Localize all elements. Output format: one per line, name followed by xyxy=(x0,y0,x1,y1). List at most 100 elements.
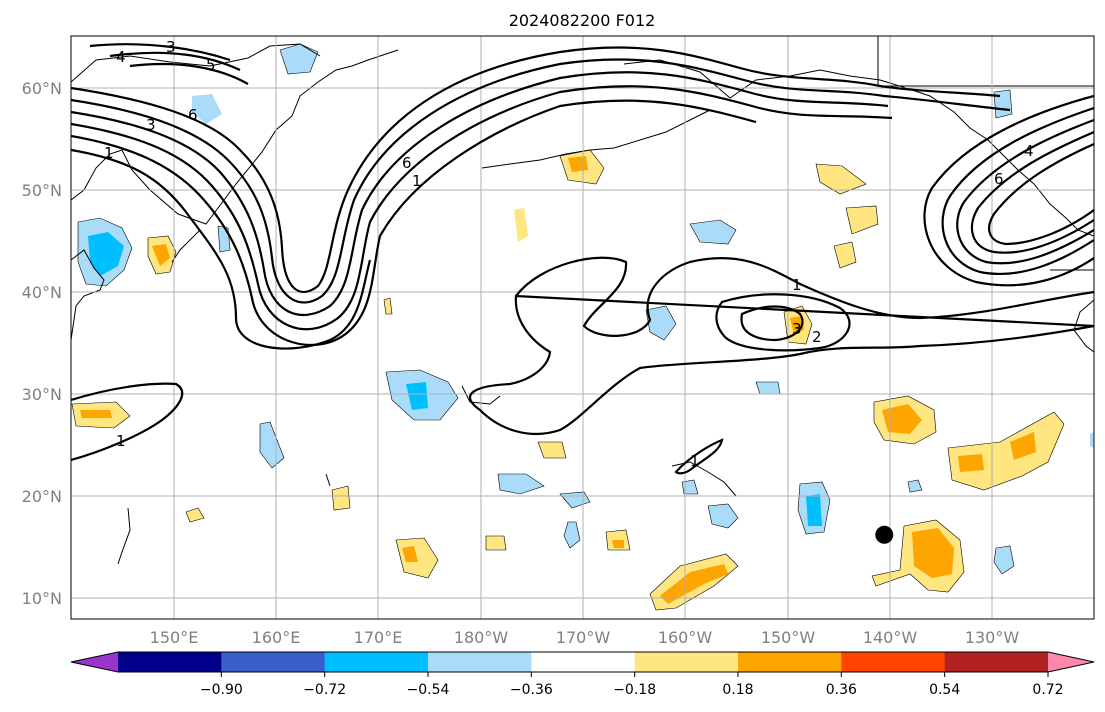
contour-label: 4 xyxy=(116,48,126,66)
anomaly-patch-negative xyxy=(192,94,222,124)
contour-line xyxy=(71,46,1001,293)
anomaly-patch-negative xyxy=(497,473,545,495)
anomaly-patch-negative xyxy=(279,43,319,75)
contour-label: 4 xyxy=(1024,142,1034,160)
lat-label: 60°N xyxy=(22,79,62,98)
contour-line xyxy=(715,293,851,352)
anomaly-patch-negative xyxy=(993,89,1013,119)
colorbar-tick-label: −0.18 xyxy=(613,682,656,698)
colorbar-tick-label: −0.54 xyxy=(407,682,450,698)
contour-line xyxy=(89,43,249,85)
anomaly-patch-negative xyxy=(406,382,428,410)
contour-line xyxy=(740,305,804,342)
storm-position-marker xyxy=(875,525,894,544)
anomaly-patch-negative xyxy=(806,494,822,526)
colorbar-segment xyxy=(634,652,739,672)
contour-line xyxy=(674,438,724,475)
colorbar-segment xyxy=(841,652,946,672)
anomaly-patch-negative xyxy=(755,381,781,395)
anomaly-patch-negative xyxy=(563,521,581,549)
map-title: 2024082200 F012 xyxy=(509,11,656,30)
colorbar-tick-label: −0.36 xyxy=(510,682,553,698)
colorbar-tick-label: 0.72 xyxy=(1032,682,1063,698)
graticule xyxy=(71,36,1094,619)
lat-label: 10°N xyxy=(22,589,62,608)
contour-label: 1 xyxy=(116,432,126,450)
contour-label: 1 xyxy=(690,452,700,470)
anomaly-patch-positive xyxy=(845,205,879,235)
anomaly-patch-positive xyxy=(485,535,507,551)
colorbar-segment xyxy=(118,652,222,672)
lat-label: 50°N xyxy=(22,181,62,200)
lon-label: 140°W xyxy=(863,628,918,647)
lat-label: 20°N xyxy=(22,487,62,506)
coastline xyxy=(623,59,1094,237)
anomaly-patch-positive xyxy=(383,297,393,315)
lat-label: 40°N xyxy=(22,283,62,302)
lon-label: 150°E xyxy=(150,628,199,647)
contour-line xyxy=(71,58,1011,304)
contour-line xyxy=(71,382,184,462)
contour-label: 6 xyxy=(994,170,1004,188)
anomaly-patch-positive xyxy=(80,410,112,418)
colorbar: −0.90 −0.72 −0.54 −0.36 −0.18 0.18 0.36 0.54 0.7… xyxy=(70,651,1095,698)
contour-label: 6 xyxy=(188,106,198,124)
anomaly-patch-positive xyxy=(514,208,528,242)
lon-label: 170°W xyxy=(556,628,611,647)
anomaly-patch-positive xyxy=(402,546,418,562)
colorbar-tick-label: −0.90 xyxy=(200,682,243,698)
anomaly-patch-negative xyxy=(1090,432,1094,448)
contour-label-layer: 4 3 5 6 3 1 6 1 1 3 2 1 1 4 6 xyxy=(104,38,1034,470)
colorbar-tick-label: 0.18 xyxy=(722,682,753,698)
colorbar-segment xyxy=(531,652,636,672)
colorbar-segment xyxy=(944,652,1049,672)
colorbar-segment xyxy=(324,652,429,672)
coastline xyxy=(117,229,331,565)
colorbar-tick-label: −0.72 xyxy=(303,682,346,698)
contour-line xyxy=(71,148,372,350)
contour-line xyxy=(71,85,893,331)
contour-line xyxy=(988,142,1094,246)
anomaly-patch-positive xyxy=(912,528,954,578)
anomaly-patch-negative xyxy=(259,421,285,469)
colorbar-outline xyxy=(70,651,1095,673)
colorbar-tick-label: 0.54 xyxy=(929,682,960,698)
anomaly-patch-positive xyxy=(331,485,351,511)
coastline xyxy=(71,249,105,341)
anomaly-patch-negative xyxy=(907,479,923,493)
anomaly-patch-positive xyxy=(815,163,867,195)
contour-label: 1 xyxy=(792,276,802,294)
lon-labels: 150°E 160°E 170°E 180°W 170°W 160°W 150°… xyxy=(150,628,1020,647)
anomaly-patch-positive xyxy=(1010,432,1036,460)
colorbar-segment xyxy=(221,652,326,672)
anomaly-patch-negative xyxy=(689,219,737,245)
anomaly-patch-negative xyxy=(681,479,699,495)
anomaly-patch-positive xyxy=(152,244,170,266)
contour-label: 6 xyxy=(402,154,412,172)
coastline xyxy=(71,43,321,83)
lon-label: 130°W xyxy=(965,628,1020,647)
anomaly-patch-negative xyxy=(993,545,1015,575)
contour-line xyxy=(941,106,1094,276)
lon-label: 160°W xyxy=(658,628,713,647)
contour-label: 3 xyxy=(166,38,176,56)
lon-label: 180°W xyxy=(454,628,509,647)
anomaly-patch-positive xyxy=(537,441,567,459)
contour-line xyxy=(923,94,1094,287)
contour-label: 3 xyxy=(146,116,156,134)
map-frame xyxy=(70,35,1095,620)
lat-label: 30°N xyxy=(22,385,62,404)
coastline xyxy=(71,49,399,225)
anomaly-patch-positive xyxy=(833,241,857,269)
coastline-layer xyxy=(71,36,1094,565)
coastline xyxy=(481,109,711,169)
anomaly-patch-negative xyxy=(645,305,677,341)
anomaly-patch-positive xyxy=(882,404,922,434)
anomaly-patch-positive xyxy=(185,507,205,523)
contour-line xyxy=(71,99,757,346)
anomaly-patch-positive xyxy=(958,454,984,472)
anomaly-fill-layer xyxy=(71,43,1094,611)
contour-label: 5 xyxy=(206,56,216,74)
